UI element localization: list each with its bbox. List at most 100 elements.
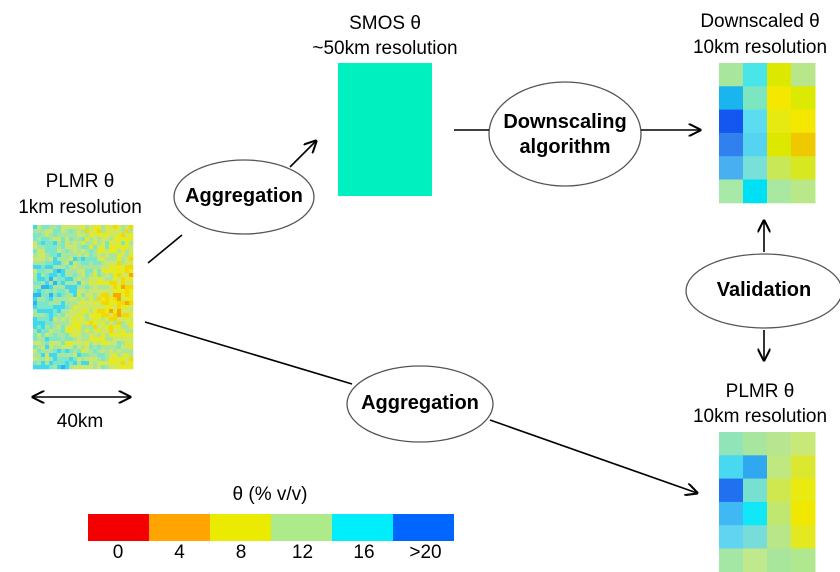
raster-pixel [73,269,78,274]
raster-pixel [45,349,50,354]
raster-pixel [117,281,122,286]
raster-pixel [85,301,90,306]
raster-pixel [49,353,54,358]
raster-pixel [61,229,66,234]
grid-cell [743,156,768,180]
raster-pixel [105,301,110,306]
raster-pixel [117,237,122,242]
raster-pixel [93,313,98,318]
raster-pixel [101,249,106,254]
raster-pixel [129,265,134,270]
grid-cell [719,132,744,157]
raster-pixel [57,237,62,242]
raster-pixel [81,237,86,242]
raster-pixel [41,361,46,366]
raster-pixel [61,301,66,306]
raster-pixel [129,317,134,322]
raster-pixel [77,261,82,266]
raster-pixel [73,341,78,346]
raster-pixel [45,237,50,242]
raster-pixel [101,341,106,346]
raster-pixel [81,313,86,318]
raster-pixel [53,313,58,318]
raster-pixel [105,333,110,338]
raster-pixel [101,345,106,350]
raster-pixel [101,365,106,370]
raster-pixel [73,257,78,262]
raster-pixel [125,273,130,278]
raster-pixel [93,361,98,366]
raster-pixel [57,293,62,298]
plmr-1km-title: PLMR θ [45,171,115,192]
raster-pixel [97,277,102,282]
raster-pixel [105,269,110,274]
raster-pixel [41,225,46,230]
raster-pixel [53,333,58,338]
raster-pixel [129,309,134,314]
raster-pixel [129,237,134,242]
raster-pixel [69,313,74,318]
grid-cell [791,501,816,526]
raster-pixel [53,241,58,246]
raster-pixel [105,229,110,234]
grid-cell [791,156,816,180]
raster-pixel [33,245,38,250]
raster-pixel [97,233,102,238]
raster-pixel [53,349,58,354]
raster-pixel [97,305,102,310]
raster-pixel [45,341,50,346]
raster-pixel [33,257,38,262]
raster-pixel [61,285,66,290]
raster-pixel [129,269,134,274]
grid-cell [767,432,792,456]
raster-pixel [69,309,74,314]
plmr-1km-soil-moisture-map [33,225,134,370]
raster-pixel [129,225,134,230]
raster-pixel [125,229,130,234]
raster-pixel [117,361,122,366]
raster-pixel [97,301,102,306]
raster-pixel [97,257,102,262]
raster-pixel [105,313,110,318]
raster-pixel [81,321,86,326]
raster-pixel [53,329,58,334]
grid-cell [791,109,816,134]
raster-pixel [125,285,130,290]
raster-pixel [125,237,130,242]
raster-pixel [121,317,126,322]
raster-pixel [65,321,70,326]
raster-pixel [81,289,86,294]
raster-pixel [57,349,62,354]
raster-pixel [77,349,82,354]
raster-pixel [41,341,46,346]
raster-pixel [41,269,46,274]
raster-pixel [69,353,74,358]
raster-pixel [45,261,50,266]
raster-pixel [101,257,106,262]
raster-pixel [101,349,106,354]
raster-pixel [61,289,66,294]
raster-pixel [85,249,90,254]
raster-pixel [37,301,42,306]
raster-pixel [41,253,46,258]
raster-pixel [33,237,38,242]
raster-pixel [53,269,58,274]
raster-pixel [81,361,86,366]
raster-pixel [37,341,42,346]
raster-pixel [121,301,126,306]
raster-pixel [85,309,90,314]
raster-pixel [61,265,66,270]
raster-pixel [41,285,46,290]
raster-pixel [109,285,114,290]
grid-cell [743,179,768,204]
raster-pixel [45,229,50,234]
raster-pixel [89,233,94,238]
raster-pixel [85,365,90,370]
raster-pixel [89,325,94,330]
raster-pixel [45,257,50,262]
raster-pixel [93,261,98,266]
raster-pixel [89,301,94,306]
raster-pixel [49,229,54,234]
raster-pixel [105,261,110,266]
raster-pixel [105,249,110,254]
